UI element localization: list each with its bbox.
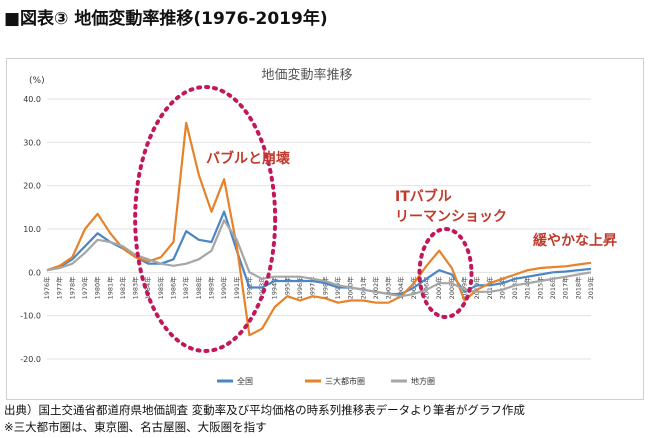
x-tick-label: 2006年 <box>422 276 431 300</box>
x-tick-label: 1983年 <box>131 276 140 300</box>
grid-layer <box>47 98 591 360</box>
y-tick-label: -10.0 <box>20 312 41 321</box>
annotation-layer: バブルと崩壊 ITバブル リーマンショック 緩やかな上昇 <box>206 150 617 249</box>
page-title: ■図表③ 地価変動率推移(1976-2019年) <box>4 9 328 29</box>
x-tick-label: 1976年 <box>42 276 51 300</box>
bubble-highlight-ellipse <box>133 85 278 353</box>
x-tick-label: 2008年 <box>447 276 456 300</box>
chart-frame: 地価変動率推移 (%) 40.0 30.0 20.0 10.0 0.0 -10.0 -20.… <box>6 58 644 400</box>
x-tick-label: 2018年 <box>573 276 582 300</box>
x-tick-label: 2015年 <box>535 276 544 300</box>
legend-label: 地方圏 <box>411 376 435 386</box>
x-tick-label: 1977年 <box>55 276 64 300</box>
x-tick-label: 1989年 <box>206 276 215 300</box>
highlight-layer <box>133 85 474 353</box>
x-tick-label: 2016年 <box>548 276 557 300</box>
x-tick-label: 1978年 <box>67 276 76 300</box>
x-tick-label: 1995年 <box>282 276 291 300</box>
legend: 全国 三大都市圏 地方圏 <box>217 376 435 386</box>
y-tick-label: 20.0 <box>23 182 41 191</box>
x-tick-label: 1997年 <box>308 276 317 300</box>
x-tick-label: 2007年 <box>434 276 443 300</box>
annotation-it-bubble: ITバブル <box>395 188 452 205</box>
x-tick-label: 2009年 <box>459 276 468 300</box>
y-tick-label: 0.0 <box>28 268 41 277</box>
x-tick-label: 1994年 <box>270 276 279 300</box>
x-tick-label: 1979年 <box>80 276 89 300</box>
annotation-gradual-rise: 緩やかな上昇 <box>533 232 617 249</box>
x-tick-label: 2010年 <box>472 276 481 300</box>
series-line-3 <box>46 219 592 298</box>
y-ticks: 40.0 30.0 20.0 10.0 0.0 -10.0 -20.0 <box>20 95 41 364</box>
x-tick-label: 2004年 <box>396 276 405 300</box>
lehman-highlight-ellipse <box>417 227 474 319</box>
x-tick-label: 2001年 <box>358 276 367 300</box>
x-tick-label: 2019年 <box>586 276 595 300</box>
x-tick-label: 2003年 <box>384 276 393 300</box>
chart-title: 地価変動率推移 <box>261 67 352 83</box>
annotation-lehman: リーマンショック <box>395 209 507 225</box>
x-tick-label: 1996年 <box>295 276 304 300</box>
x-tick-label: 1988年 <box>194 276 203 300</box>
footnote: ※三大都市圏は、東京圏、名古屋圏、大阪圏を指す <box>4 420 267 434</box>
x-tick-label: 1985年 <box>156 276 165 300</box>
x-tick-label: 2011年 <box>485 276 494 300</box>
x-tick-label: 1998年 <box>320 276 329 300</box>
x-tick-label: 2017年 <box>561 276 570 300</box>
x-tick-label: 1990年 <box>219 276 228 300</box>
series-line-2 <box>46 121 592 337</box>
land-price-chart: 地価変動率推移 (%) 40.0 30.0 20.0 10.0 0.0 -10.0 -20.… <box>20 67 617 386</box>
x-tick-label: 1982年 <box>118 276 127 300</box>
x-tick-label: 2002年 <box>371 276 380 300</box>
x-tick-label: 1984年 <box>143 276 152 300</box>
x-tick-label: 1980年 <box>93 276 102 300</box>
x-tick-label: 2013年 <box>510 276 519 300</box>
annotation-bubble: バブルと崩壊 <box>206 150 291 167</box>
legend-label: 三大都市圏 <box>325 376 365 386</box>
x-tick-label: 2014年 <box>523 276 532 300</box>
y-tick-label: 30.0 <box>23 138 41 147</box>
x-tick-label: 1987年 <box>181 276 190 300</box>
legend-label: 全国 <box>237 376 253 386</box>
x-tick-label: 1981年 <box>105 276 114 300</box>
y-tick-label: 40.0 <box>23 95 41 104</box>
x-tick-label: 1991年 <box>232 276 241 300</box>
y-tick-label: 10.0 <box>23 225 41 234</box>
source-note: 出典）国土交通省都道府県地価調査 変動率及び平均価格の時系列推移表データより筆者… <box>4 403 525 417</box>
x-tick-label: 1986年 <box>169 276 178 300</box>
x-tick-label: 2012年 <box>497 276 506 300</box>
y-tick-label: -20.0 <box>20 355 41 364</box>
y-unit-label: (%) <box>29 76 45 86</box>
